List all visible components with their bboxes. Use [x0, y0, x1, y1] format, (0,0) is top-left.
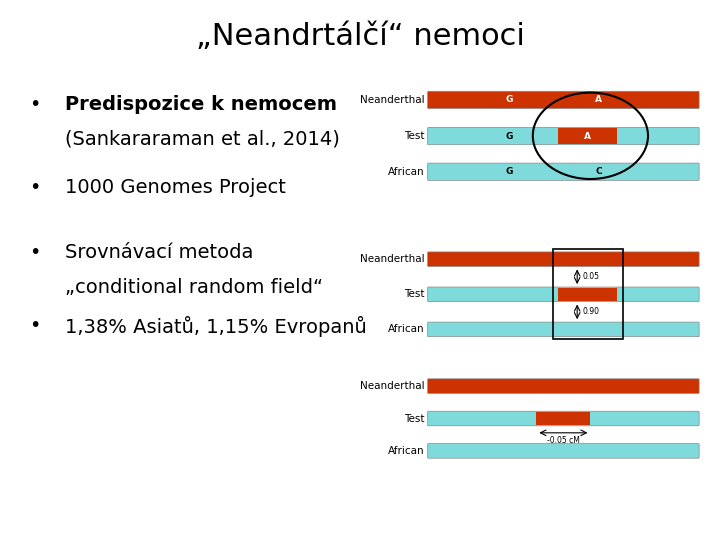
Text: Neanderthal: Neanderthal: [360, 254, 425, 264]
Text: Test: Test: [405, 289, 425, 299]
Text: African: African: [388, 167, 425, 177]
FancyBboxPatch shape: [428, 252, 699, 266]
Text: African: African: [388, 446, 425, 456]
Text: „conditional random field“: „conditional random field“: [65, 278, 323, 297]
Bar: [536, 411, 590, 426]
FancyBboxPatch shape: [428, 127, 699, 145]
Text: •: •: [29, 316, 40, 335]
FancyBboxPatch shape: [428, 379, 699, 393]
Text: African: African: [388, 325, 425, 334]
Text: •: •: [29, 94, 40, 113]
Text: G: G: [505, 167, 513, 176]
Text: (Sankararaman et al., 2014): (Sankararaman et al., 2014): [65, 130, 340, 148]
FancyBboxPatch shape: [428, 322, 699, 337]
Text: Predispozice k nemocem: Predispozice k nemocem: [65, 94, 337, 113]
Text: •: •: [29, 178, 40, 197]
FancyBboxPatch shape: [428, 163, 699, 180]
Text: Srovnávací metoda: Srovnávací metoda: [65, 243, 253, 262]
Text: Test: Test: [405, 131, 425, 141]
Bar: [558, 128, 617, 144]
Text: A: A: [584, 132, 591, 140]
Text: -0.05 cM: -0.05 cM: [547, 436, 580, 445]
Text: C: C: [595, 167, 602, 176]
Text: 1,38% Asiatů, 1,15% Evropanů: 1,38% Asiatů, 1,15% Evropanů: [65, 316, 366, 337]
Text: •: •: [29, 243, 40, 262]
Text: Test: Test: [405, 414, 425, 423]
Text: G: G: [505, 132, 513, 140]
Text: G: G: [505, 96, 513, 104]
FancyBboxPatch shape: [428, 444, 699, 458]
Bar: [558, 287, 617, 301]
Text: Neanderthal: Neanderthal: [360, 381, 425, 391]
Bar: [553, 249, 623, 340]
FancyBboxPatch shape: [428, 287, 699, 301]
Text: 0.05: 0.05: [583, 272, 600, 281]
FancyBboxPatch shape: [428, 411, 699, 426]
Text: „Neandrtálčí“ nemoci: „Neandrtálčí“ nemoci: [196, 22, 524, 51]
Text: Neanderthal: Neanderthal: [360, 95, 425, 105]
Text: A: A: [595, 96, 602, 104]
Text: 1000 Genomes Project: 1000 Genomes Project: [65, 178, 286, 197]
Text: 0.90: 0.90: [583, 307, 600, 316]
FancyBboxPatch shape: [428, 91, 699, 109]
